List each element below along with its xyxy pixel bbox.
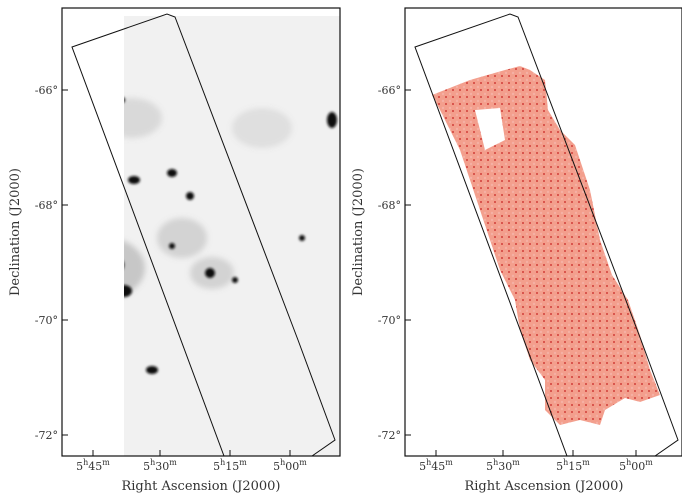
x-tick-label: 5h15m (556, 458, 590, 473)
coverage-region (432, 66, 660, 425)
y-tick-label: -68° (35, 199, 58, 212)
x-tick-label: 5h30m (486, 458, 520, 473)
y-tick-label: -66° (378, 84, 401, 97)
x-axis-label: Right Ascension (J2000) (121, 479, 280, 494)
number: 5 (556, 460, 563, 473)
number: 5 (619, 460, 626, 473)
unit: m (582, 458, 590, 467)
x-tick-label: 5h45m (419, 458, 453, 473)
x-tick-label: 5h00m (619, 458, 653, 473)
number: 30 (155, 460, 169, 473)
number: 15 (225, 460, 239, 473)
unit: m (239, 458, 247, 467)
number: 5 (76, 460, 83, 473)
unit: m (445, 458, 453, 467)
number: 5 (213, 460, 220, 473)
number: 00 (631, 460, 645, 473)
y-tick-label: -72° (35, 429, 58, 442)
sky-image (62, 8, 340, 456)
x-tick-label: 5h30m (143, 458, 177, 473)
number: 5 (419, 460, 426, 473)
x-tick-label: 5h15m (213, 458, 247, 473)
right-panel (405, 8, 682, 456)
y-tick-label: -72° (378, 429, 401, 442)
number: 5 (273, 460, 280, 473)
unit: m (169, 458, 177, 467)
y-tick-label: -70° (35, 314, 58, 327)
number: 5 (486, 460, 493, 473)
number: 30 (498, 460, 512, 473)
number: 5 (143, 460, 150, 473)
y-axis-label: Declination (J2000) (351, 168, 366, 296)
number: 45 (88, 460, 102, 473)
x-axis-label: Right Ascension (J2000) (464, 479, 623, 494)
left-panel (62, 8, 340, 456)
y-axis-label: Declination (J2000) (8, 168, 23, 296)
y-tick-label: -70° (378, 314, 401, 327)
number: 00 (285, 460, 299, 473)
x-tick-label: 5h45m (76, 458, 110, 473)
unit: m (299, 458, 307, 467)
unit: m (512, 458, 520, 467)
unit: m (645, 458, 653, 467)
x-tick-label: 5h00m (273, 458, 307, 473)
unit: m (102, 458, 110, 467)
number: 15 (568, 460, 582, 473)
y-tick-label: -66° (35, 84, 58, 97)
figure: -66°-68°-70°-72°5h45m5h30m5h15m5h00mRigh… (0, 0, 682, 495)
number: 45 (431, 460, 445, 473)
y-tick-label: -68° (378, 199, 401, 212)
